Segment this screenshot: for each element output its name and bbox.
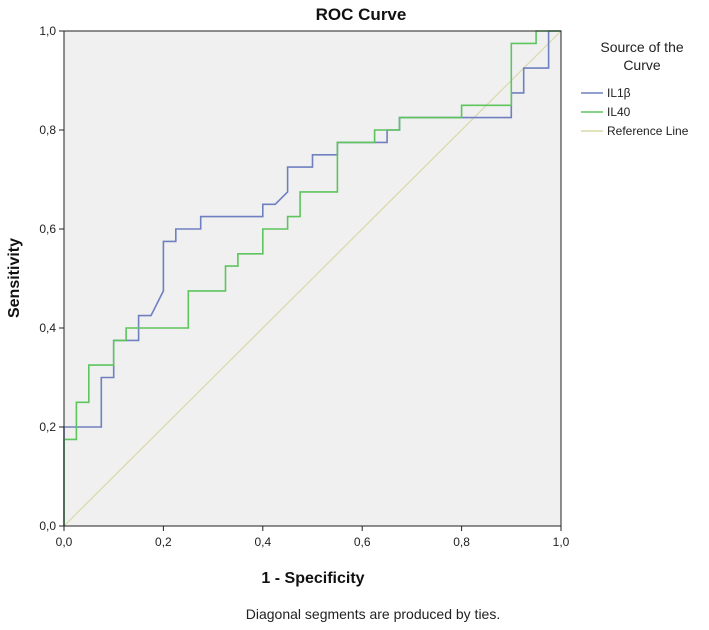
legend-title-line-2: Curve — [623, 57, 661, 73]
series-layer — [63, 30, 561, 526]
legend-label: Reference Line — [607, 124, 689, 138]
legend-title-line-1: Source of the — [600, 39, 683, 55]
x-tick-label: 0,4 — [254, 535, 271, 549]
y-tick-label: 0,4 — [39, 321, 56, 335]
x-tick-label: 0,8 — [453, 535, 470, 549]
legend: Source of the Curve IL1β IL40 Reference Li… — [581, 39, 689, 138]
chart-title: ROC Curve — [316, 5, 407, 24]
y-tick-label: 0,2 — [39, 420, 56, 434]
y-axis-ticks: 0,0 0,2 0,4 0,6 0,8 1,0 — [39, 24, 64, 533]
reference-line-layer — [63, 30, 562, 527]
series-line-reference-line — [63, 30, 562, 527]
y-tick-label: 1,0 — [39, 24, 56, 38]
plot-frame — [63, 30, 562, 527]
x-axis-label: 1 - Specificity — [261, 570, 364, 587]
y-axis-label: Sensitivity — [6, 238, 23, 318]
x-tick-label: 0,6 — [354, 535, 371, 549]
y-tick-label: 0,0 — [39, 519, 56, 533]
x-tick-label: 0,2 — [155, 535, 172, 549]
x-axis-ticks: 0,0 0,2 0,4 0,6 0,8 1,0 — [56, 526, 570, 549]
x-tick-label: 0,0 — [56, 535, 73, 549]
legend-label: IL1β — [607, 86, 631, 100]
x-tick-label: 1,0 — [553, 535, 570, 549]
y-tick-label: 0,8 — [39, 123, 56, 137]
legend-label: IL40 — [607, 105, 631, 119]
y-tick-label: 0,6 — [39, 222, 56, 236]
footnote: Diagonal segments are produced by ties. — [246, 606, 500, 622]
series-line-il40 — [63, 30, 561, 526]
